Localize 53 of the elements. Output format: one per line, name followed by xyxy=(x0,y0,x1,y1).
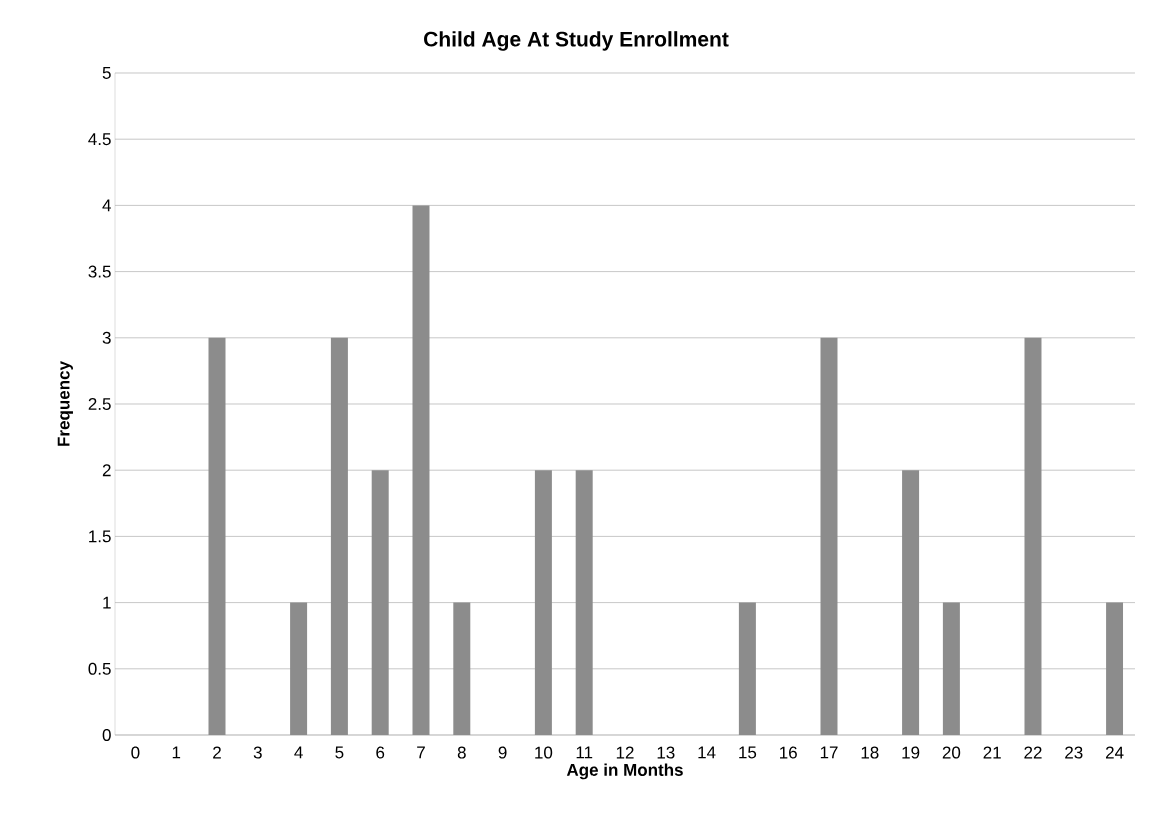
y-axis-title: Frequency xyxy=(57,361,73,446)
x-tick-label: 24 xyxy=(1105,746,1124,759)
x-tick-label: 2 xyxy=(213,746,221,759)
y-tick-label: 2 xyxy=(102,464,111,477)
y-tick-label: 2.5 xyxy=(88,397,111,411)
y-tick-label: 0.5 xyxy=(88,662,111,675)
y-tick-label: 1.5 xyxy=(89,530,111,543)
bar xyxy=(330,337,348,735)
bar xyxy=(371,470,389,735)
bar xyxy=(902,470,920,735)
x-tick-label: 10 xyxy=(535,746,553,759)
bar xyxy=(575,470,593,735)
x-tick-label: 16 xyxy=(780,746,797,759)
bar xyxy=(820,337,838,735)
bar xyxy=(208,337,226,735)
x-tick-label: 15 xyxy=(739,746,757,759)
bar xyxy=(534,470,552,735)
x-tick-label: 20 xyxy=(942,746,961,759)
x-tick-label: 21 xyxy=(983,746,1001,759)
x-tick-label: 12 xyxy=(616,746,634,759)
y-tick-label: 0 xyxy=(102,728,111,742)
bar xyxy=(942,602,960,735)
x-tick-label: 9 xyxy=(498,746,507,759)
x-tick-label: 8 xyxy=(457,746,466,759)
x-tick-label: 3 xyxy=(253,746,262,759)
bar xyxy=(412,205,430,735)
x-tick-label: 13 xyxy=(657,746,675,759)
y-tick-label: 4.5 xyxy=(88,133,111,146)
y-tick-label: 5 xyxy=(102,67,111,79)
y-tick-label: 3 xyxy=(102,331,111,344)
x-tick-label: 6 xyxy=(376,746,385,759)
bar xyxy=(290,602,308,735)
y-tick-label: 4 xyxy=(102,199,111,212)
bar xyxy=(1106,602,1124,735)
y-tick-label: 1 xyxy=(103,596,111,609)
x-tick-label: 23 xyxy=(1065,746,1083,759)
x-tick-label: 0 xyxy=(131,746,140,759)
bar xyxy=(738,602,756,735)
x-tick-label: 5 xyxy=(335,746,344,759)
x-tick-label: 14 xyxy=(698,746,716,759)
x-tick-label: 18 xyxy=(861,746,879,759)
y-tick-label: 3.5 xyxy=(88,265,111,278)
x-tick-label: 4 xyxy=(294,746,303,759)
x-tick-label: 11 xyxy=(576,746,593,759)
x-tick-label: 17 xyxy=(820,746,838,759)
x-tick-label: 7 xyxy=(417,746,425,759)
x-axis-title: Age in Months xyxy=(566,763,683,780)
bar xyxy=(1024,337,1042,735)
bar xyxy=(453,602,471,735)
x-tick-label: 22 xyxy=(1024,746,1042,759)
chart-title: Child Age At Study Enrollment xyxy=(424,31,729,51)
x-tick-label: 19 xyxy=(902,746,920,759)
x-tick-label: 1 xyxy=(172,746,181,759)
